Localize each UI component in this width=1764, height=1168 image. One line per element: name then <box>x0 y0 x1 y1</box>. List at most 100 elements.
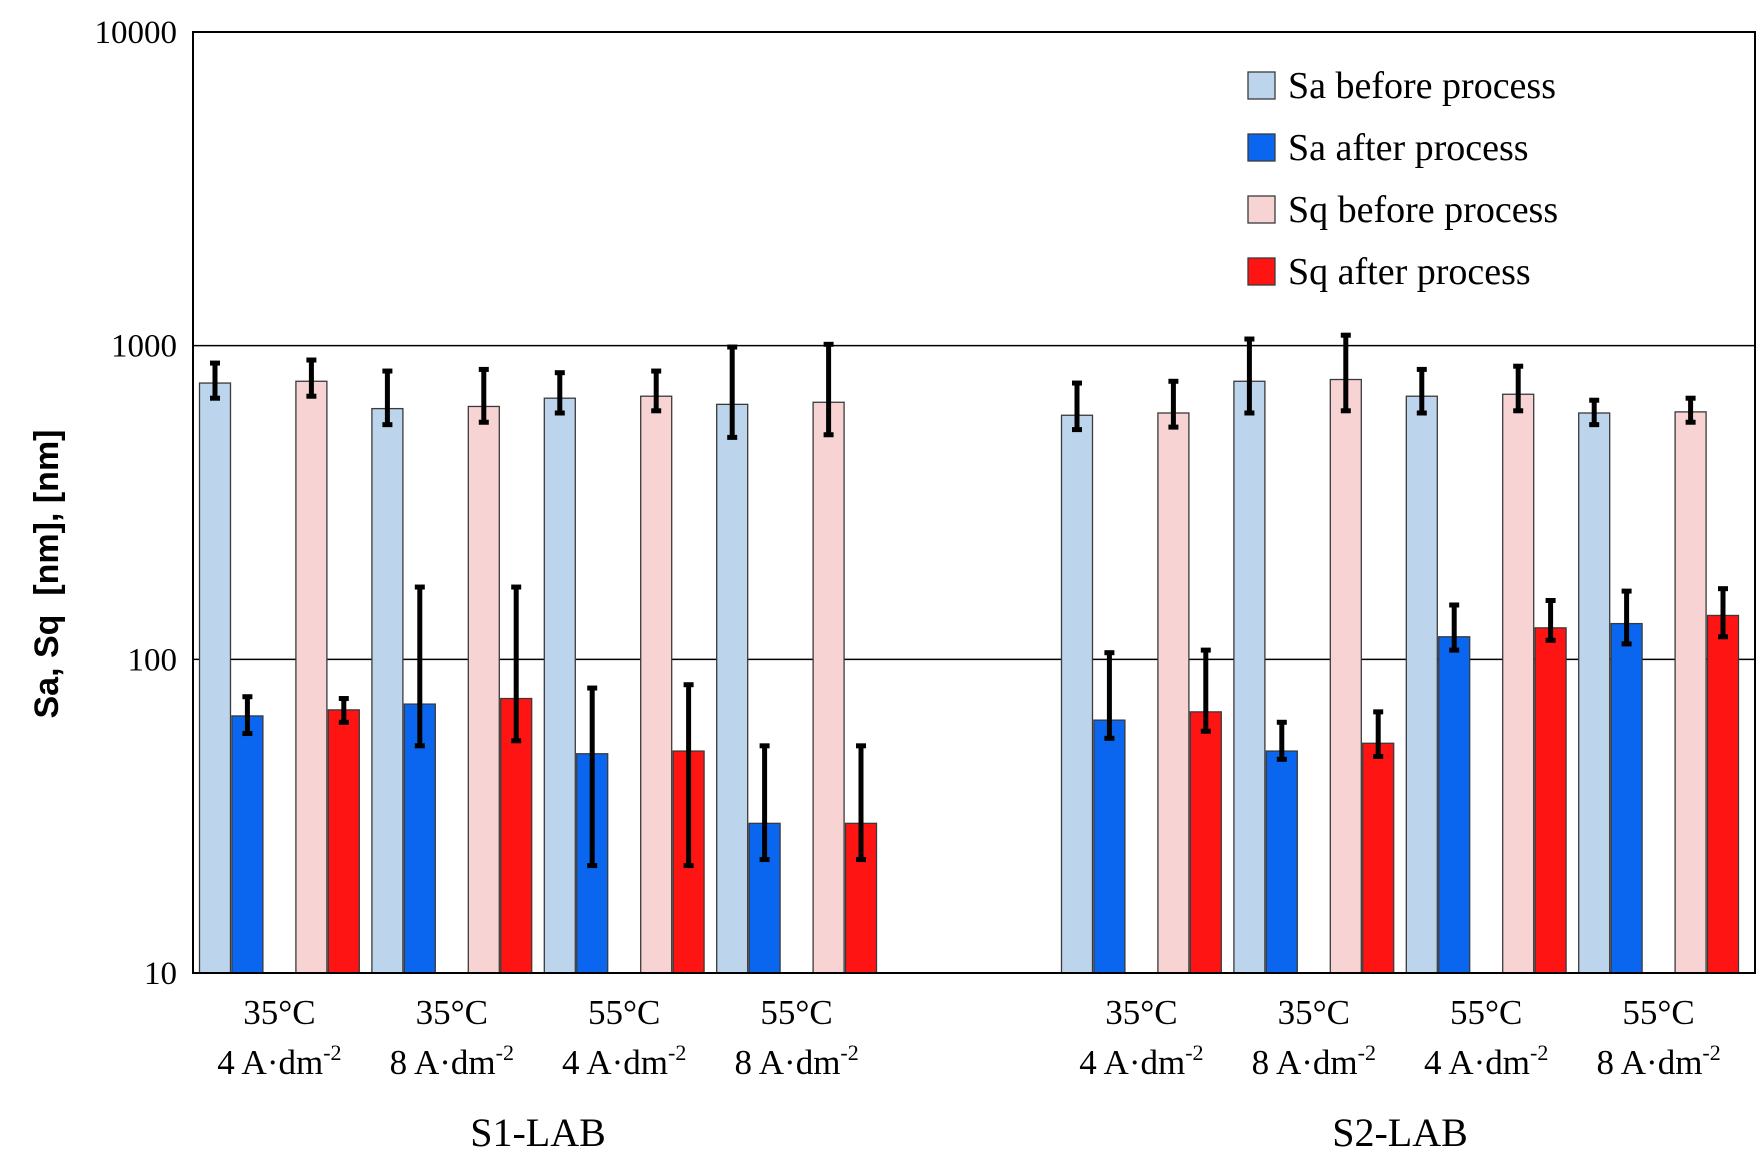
error-bar <box>414 584 425 749</box>
bar <box>1674 411 1707 974</box>
error-bar <box>382 368 393 428</box>
error-bar <box>1168 378 1179 430</box>
bar <box>1362 742 1395 974</box>
x-tick-label-temperature: 55°C <box>1450 993 1522 1032</box>
error-bar <box>759 743 770 863</box>
bar <box>231 715 264 974</box>
plot-frame <box>192 31 1756 974</box>
bar <box>1189 711 1222 974</box>
error-bar <box>683 682 694 869</box>
error-bar <box>306 357 317 399</box>
error-bar <box>1718 586 1728 640</box>
x-tick-label-current-density: 4 A·dm-2 <box>1424 1040 1548 1082</box>
error-bar <box>856 743 866 863</box>
bar <box>1706 614 1740 974</box>
error-bar <box>338 696 349 725</box>
bar <box>1578 412 1611 974</box>
x-tick-label-temperature: 35°C <box>243 993 315 1032</box>
bar <box>371 407 404 974</box>
x-tick-label-current-density: 8 A·dm-2 <box>1596 1040 1720 1082</box>
x-tick-label-current-density: 8 A·dm-2 <box>734 1040 858 1082</box>
bar <box>295 380 328 974</box>
legend: Sa before process Sa after process Sq befo… <box>1247 65 1558 293</box>
legend-item: Sa before process <box>1247 65 1556 107</box>
bar <box>1405 395 1438 974</box>
legend-label: Sa after process <box>1288 127 1529 169</box>
error-bar <box>1416 366 1427 416</box>
error-bar <box>1589 397 1600 428</box>
error-bar <box>1685 395 1696 425</box>
legend-swatch <box>1247 195 1276 224</box>
x-tick-label-current-density: 4 A·dm-2 <box>1079 1040 1203 1082</box>
x-tick-label-temperature: 55°C <box>760 993 832 1032</box>
y-tick-label: 1000 <box>111 329 177 365</box>
x-tick-label-current-density: 8 A·dm-2 <box>1252 1040 1376 1082</box>
error-bar <box>1276 719 1287 762</box>
y-tick-label: 10 <box>144 956 177 992</box>
error-bar <box>1200 647 1211 734</box>
bar <box>1502 393 1535 974</box>
bars <box>198 378 1740 974</box>
x-tick-label-temperature: 35°C <box>416 993 488 1032</box>
x-tick-label-current-density: 4 A·dm-2 <box>217 1040 341 1082</box>
legend-item: Sa after process <box>1247 127 1529 169</box>
bar <box>1438 636 1471 974</box>
error-bar <box>1513 363 1524 414</box>
error-bar <box>1449 602 1460 653</box>
y-axis-ticks: 10 100 1000 10000 <box>95 15 178 992</box>
error-bar <box>210 360 220 401</box>
error-bar <box>823 341 834 438</box>
legend-swatch <box>1247 257 1276 286</box>
error-bar <box>511 584 522 744</box>
bar <box>812 401 845 974</box>
y-tick-label: 10000 <box>95 15 178 51</box>
error-bar <box>1244 336 1255 416</box>
error-bar <box>1340 332 1351 414</box>
bar <box>1233 380 1266 974</box>
x-tick-label-temperature: 55°C <box>588 993 660 1032</box>
bar <box>640 395 673 974</box>
legend-label: Sq after process <box>1288 251 1531 293</box>
legend-swatch <box>1247 133 1276 162</box>
x-axis-groups: S1-LAB S2-LAB <box>470 1110 1468 1155</box>
legend-swatch <box>1247 71 1276 100</box>
error-bar <box>1621 588 1632 647</box>
bar <box>1610 622 1643 974</box>
bar <box>1157 412 1190 974</box>
error-bar <box>554 370 565 416</box>
x-tick-label-current-density: 4 A·dm-2 <box>562 1040 686 1082</box>
bar <box>1329 378 1362 974</box>
gridlines <box>193 344 1755 661</box>
error-bar <box>727 344 738 440</box>
group-label: S1-LAB <box>470 1110 606 1155</box>
error-bar <box>1072 380 1082 433</box>
x-axis-categories: 35°C 4 A·dm-2 35°C 8 A·dm-2 55°C 4 A·dm-2 55°C… <box>217 993 1721 1082</box>
y-tick-label: 100 <box>128 642 178 678</box>
bar <box>1093 719 1126 974</box>
legend-label: Sa before process <box>1288 65 1556 107</box>
bar <box>198 382 232 974</box>
bar <box>1060 414 1094 974</box>
error-bar <box>651 368 662 414</box>
bar <box>716 403 749 974</box>
x-tick-label-temperature: 55°C <box>1622 993 1694 1032</box>
error-bar <box>587 685 598 869</box>
x-tick-label-temperature: 35°C <box>1278 993 1350 1032</box>
error-bars <box>210 332 1728 869</box>
legend-item: Sq before process <box>1247 189 1558 231</box>
legend-label: Sq before process <box>1288 189 1558 231</box>
bar <box>1265 750 1298 974</box>
error-bar <box>242 694 253 737</box>
bar <box>403 703 436 974</box>
bar <box>543 397 576 974</box>
error-bar <box>1545 598 1556 643</box>
legend-item: Sq after process <box>1247 251 1531 293</box>
bar <box>467 405 500 974</box>
bar <box>1534 627 1567 974</box>
y-axis-label: Sa, Sq [nm], [nm] <box>28 430 66 719</box>
x-tick-label-current-density: 8 A·dm-2 <box>390 1040 514 1082</box>
error-bar <box>1373 709 1384 760</box>
error-bar <box>478 366 489 425</box>
